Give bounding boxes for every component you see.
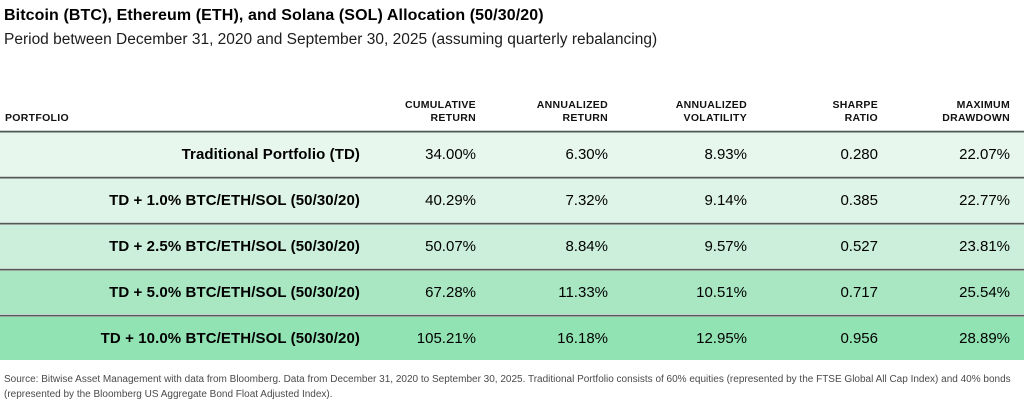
sharpe-ratio-cell: 0.956 (840, 330, 878, 348)
table-row: TD + 1.0% BTC/ETH/SOL (50/30/20) 40.29% … (0, 179, 1024, 223)
annualized-volatility-cell: 8.93% (704, 146, 747, 164)
page-title: Bitcoin (BTC), Ethereum (ETH), and Solan… (4, 7, 544, 24)
maximum-drawdown-cell: 28.89% (959, 330, 1010, 348)
annualized-volatility-cell: 9.14% (704, 192, 747, 210)
page-subtitle: Period between December 31, 2020 and Sep… (4, 31, 658, 48)
allocation-table: PORTFOLIO CUMULATIVE RETURN ANNUALIZED R… (0, 98, 1024, 361)
sharpe-ratio-cell: 0.280 (840, 146, 878, 164)
row-separator (0, 222, 1024, 226)
table-body: Traditional Portfolio (TD) 34.00% 6.30% … (0, 130, 1024, 361)
annualized-volatility-cell: 9.57% (704, 238, 747, 256)
table-row-group: TD + 2.5% BTC/ETH/SOL (50/30/20) 50.07% … (0, 222, 1024, 269)
column-header-annualized-return: ANNUALIZED RETURN (536, 98, 608, 124)
maximum-drawdown-cell: 23.81% (959, 238, 1010, 256)
sharpe-ratio-cell: 0.527 (840, 238, 878, 256)
table-row-group: TD + 5.0% BTC/ETH/SOL (50/30/20) 67.28% … (0, 268, 1024, 315)
table-row-group: TD + 1.0% BTC/ETH/SOL (50/30/20) 40.29% … (0, 176, 1024, 223)
maximum-drawdown-cell: 22.77% (959, 192, 1010, 210)
annualized-return-cell: 16.18% (557, 330, 608, 348)
maximum-drawdown-cell: 25.54% (959, 284, 1010, 302)
annualized-volatility-cell: 10.51% (696, 284, 747, 302)
annualized-return-cell: 11.33% (558, 284, 608, 302)
column-header-annualized-volatility: ANNUALIZED VOLATILITY (675, 98, 747, 124)
table-row: TD + 5.0% BTC/ETH/SOL (50/30/20) 67.28% … (0, 271, 1024, 315)
portfolio-cell: TD + 1.0% BTC/ETH/SOL (50/30/20) (109, 192, 360, 210)
annualized-volatility-cell: 12.95% (696, 330, 747, 348)
column-header-cumulative-return: CUMULATIVE RETURN (404, 98, 476, 124)
maximum-drawdown-cell: 22.07% (959, 146, 1010, 164)
cumulative-return-cell: 34.00% (425, 146, 476, 164)
table-row-group: TD + 10.0% BTC/ETH/SOL (50/30/20) 105.21… (0, 314, 1024, 361)
source-footnote: Source: Bitwise Asset Management with da… (4, 374, 1011, 400)
row-separator (0, 268, 1024, 272)
sharpe-ratio-cell: 0.717 (840, 284, 878, 302)
column-header-portfolio: PORTFOLIO (5, 111, 69, 124)
row-separator (0, 176, 1024, 180)
row-separator (0, 314, 1024, 318)
cumulative-return-cell: 105.21% (416, 330, 476, 348)
table-header-row: PORTFOLIO CUMULATIVE RETURN ANNUALIZED R… (0, 98, 1024, 130)
table-row: TD + 2.5% BTC/ETH/SOL (50/30/20) 50.07% … (0, 225, 1024, 269)
sharpe-ratio-cell: 0.385 (840, 192, 878, 210)
portfolio-cell: TD + 5.0% BTC/ETH/SOL (50/30/20) (109, 284, 360, 302)
portfolio-cell: TD + 10.0% BTC/ETH/SOL (50/30/20) (100, 330, 360, 348)
column-header-maximum-drawdown: MAXIMUM DRAWDOWN (942, 98, 1010, 124)
row-separator (0, 130, 1024, 134)
doc-header: Bitcoin (BTC), Ethereum (ETH), and Solan… (0, 0, 1024, 49)
annualized-return-cell: 8.84% (565, 238, 608, 256)
cumulative-return-cell: 40.29% (425, 192, 476, 210)
table-row-group: Traditional Portfolio (TD) 34.00% 6.30% … (0, 130, 1024, 177)
portfolio-cell: Traditional Portfolio (TD) (181, 146, 360, 164)
cumulative-return-cell: 50.07% (425, 238, 476, 256)
portfolio-cell: TD + 2.5% BTC/ETH/SOL (50/30/20) (109, 238, 360, 256)
annualized-return-cell: 7.32% (565, 192, 608, 210)
column-header-sharpe-ratio: SHARPE RATIO (832, 98, 878, 124)
annualized-return-cell: 6.30% (565, 146, 608, 164)
cumulative-return-cell: 67.28% (425, 284, 476, 302)
table-row: Traditional Portfolio (TD) 34.00% 6.30% … (0, 133, 1024, 177)
table-row: TD + 10.0% BTC/ETH/SOL (50/30/20) 105.21… (0, 317, 1024, 361)
